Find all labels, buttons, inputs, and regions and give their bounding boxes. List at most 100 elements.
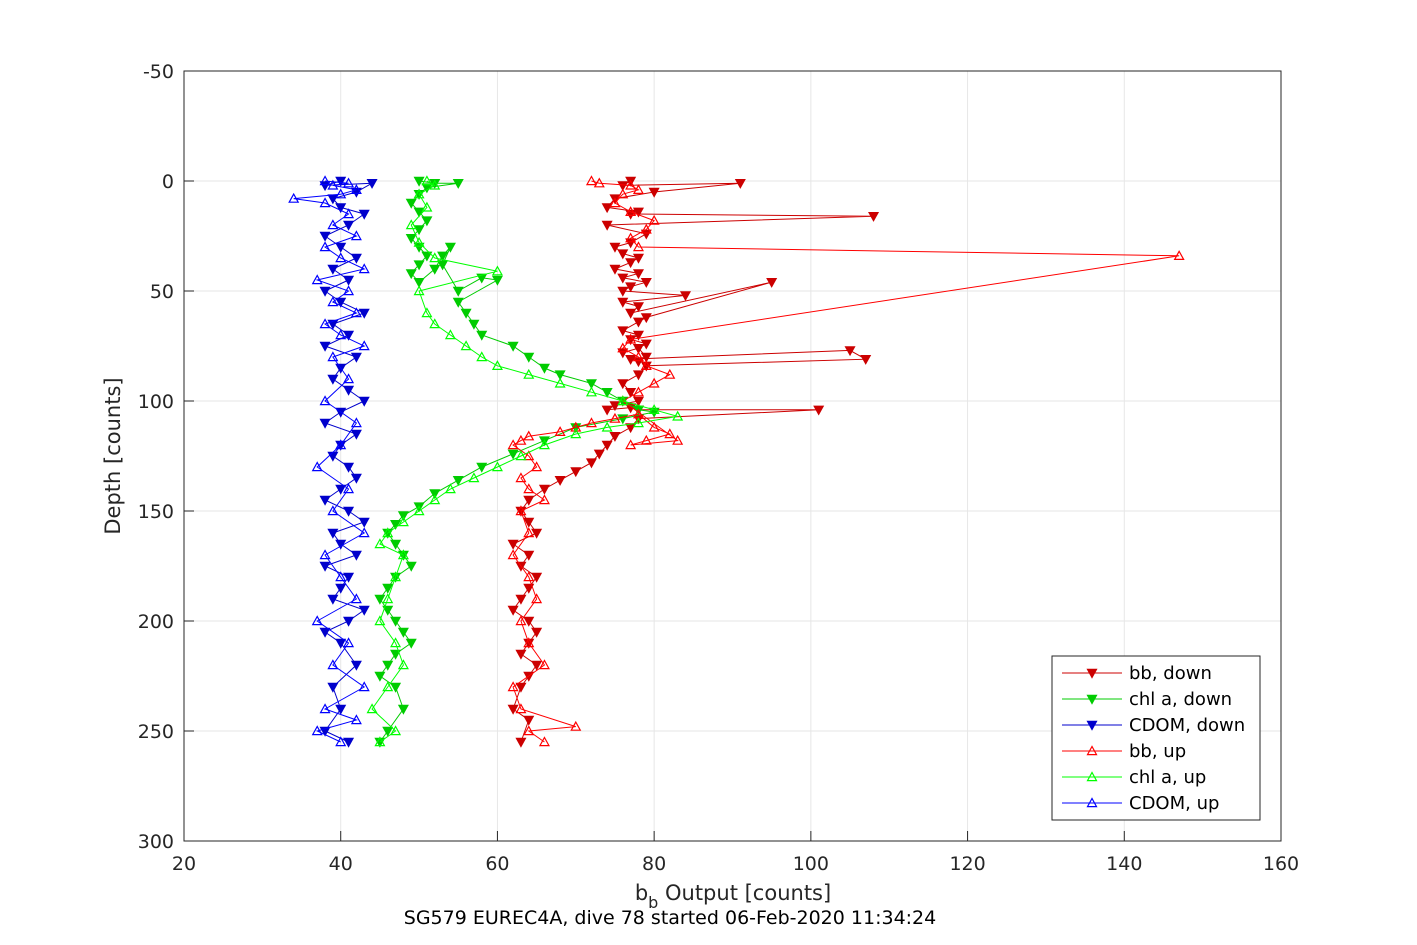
- data-point: [374, 538, 386, 549]
- data-point: [311, 461, 323, 472]
- data-point: [609, 412, 621, 423]
- data-point: [335, 203, 347, 214]
- data-point: [335, 484, 347, 495]
- data-point: [319, 549, 331, 560]
- data-point: [413, 236, 425, 247]
- data-point: [343, 462, 355, 473]
- data-point: [335, 188, 347, 199]
- data-point: [609, 242, 621, 253]
- data-point: [382, 527, 394, 538]
- data-point: [390, 725, 402, 736]
- data-point: [405, 198, 417, 209]
- data-point: [390, 637, 402, 648]
- data-point: [397, 549, 409, 560]
- data-point: [405, 638, 417, 649]
- data-point: [523, 483, 535, 494]
- data-point: [343, 220, 355, 231]
- data-point: [452, 286, 464, 297]
- data-point: [617, 181, 629, 192]
- legend-label: chl a, down: [1129, 689, 1232, 710]
- data-point: [868, 212, 880, 222]
- data-point: [413, 207, 425, 218]
- x-axis-label: bb Output [counts]: [635, 881, 831, 912]
- data-point: [429, 252, 441, 263]
- data-point: [343, 285, 355, 296]
- data-point: [531, 572, 543, 583]
- data-point: [366, 179, 378, 189]
- data-point: [319, 175, 331, 186]
- data-point: [319, 318, 331, 329]
- data-point: [335, 704, 347, 715]
- data-point: [468, 319, 480, 330]
- data-point: [429, 179, 441, 190]
- legend-marker: [1086, 797, 1098, 808]
- data-point: [460, 340, 472, 351]
- data-point: [570, 421, 582, 432]
- data-point: [538, 494, 550, 505]
- data-point: [350, 253, 362, 264]
- data-point: [350, 307, 362, 318]
- data-point: [617, 395, 629, 406]
- data-point: [515, 682, 527, 693]
- data-point: [601, 203, 613, 214]
- x-tick-label: 140: [1106, 853, 1142, 875]
- data-point: [523, 616, 535, 627]
- data-point: [679, 291, 692, 302]
- data-point: [507, 605, 519, 616]
- data-point: [625, 355, 637, 365]
- data-point: [319, 241, 331, 252]
- data-point: [617, 342, 629, 353]
- data-point: [413, 176, 425, 187]
- series-line: [512, 180, 1180, 743]
- data-point: [507, 549, 519, 560]
- data-point: [554, 426, 566, 436]
- data-point: [421, 175, 433, 186]
- data-point: [585, 458, 597, 469]
- series-line: [293, 180, 366, 743]
- data-point: [350, 352, 362, 363]
- data-point: [648, 421, 660, 432]
- data-point: [531, 627, 543, 638]
- data-point: [632, 184, 644, 194]
- data-point: [335, 242, 347, 253]
- data-point: [515, 505, 527, 516]
- data-point: [358, 605, 370, 616]
- data-point: [335, 583, 347, 594]
- x-tick-label: 40: [329, 853, 353, 875]
- data-point: [319, 418, 331, 429]
- data-point: [632, 417, 644, 428]
- data-point: [515, 737, 527, 748]
- data-point: [358, 263, 370, 274]
- data-point: [523, 583, 535, 594]
- legend-label: bb, up: [1129, 741, 1186, 762]
- data-point: [554, 377, 566, 388]
- data-point: [390, 519, 402, 530]
- data-point: [609, 197, 621, 208]
- data-point: [640, 223, 652, 234]
- data-point: [507, 704, 519, 715]
- data-point: [382, 726, 394, 737]
- y-tick-label: -50: [143, 61, 174, 83]
- data-point: [413, 225, 425, 236]
- data-point: [585, 175, 597, 186]
- data-point: [531, 593, 543, 604]
- data-point: [444, 242, 456, 253]
- caption: SG579 EUREC4A, dive 78 started 06-Feb-20…: [404, 907, 936, 929]
- data-point: [617, 297, 629, 308]
- y-tick-label: 100: [138, 391, 174, 413]
- data-point: [327, 264, 339, 275]
- data-point: [343, 483, 355, 494]
- data-point: [523, 637, 535, 648]
- data-point: [311, 725, 323, 736]
- data-point: [640, 434, 652, 445]
- data-point: [374, 671, 386, 682]
- data-point: [390, 539, 402, 550]
- data-point: [538, 736, 550, 747]
- data-point: [350, 550, 362, 561]
- data-point: [632, 253, 644, 264]
- x-tick-label: 60: [485, 853, 509, 875]
- y-axis-label: Depth [counts]: [101, 377, 125, 534]
- data-point: [311, 274, 323, 285]
- data-point: [444, 329, 456, 340]
- data-point: [327, 594, 339, 605]
